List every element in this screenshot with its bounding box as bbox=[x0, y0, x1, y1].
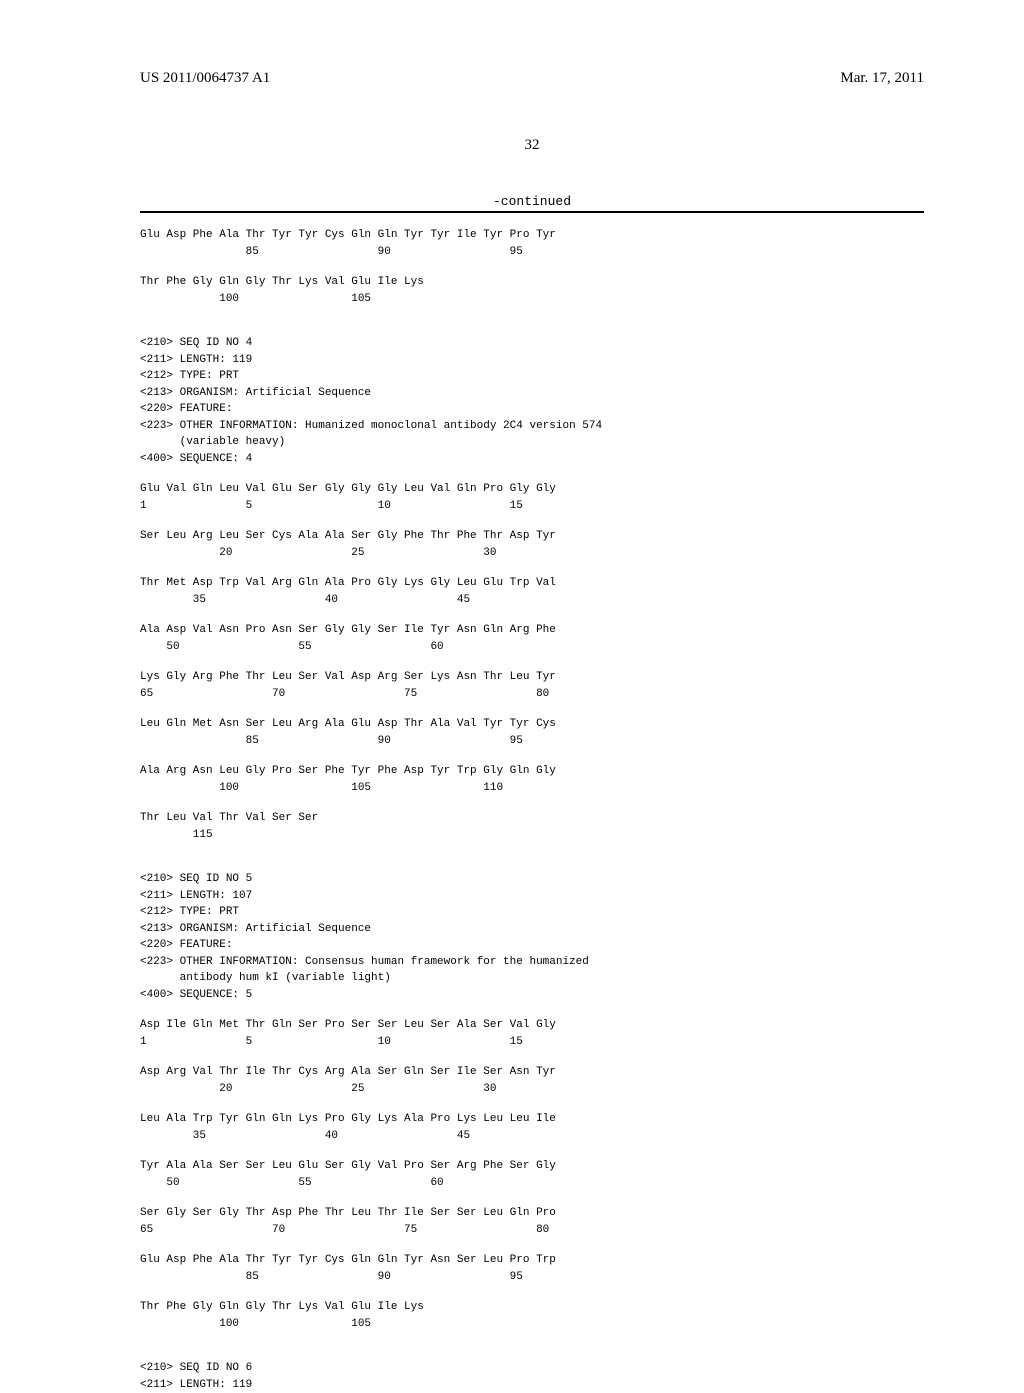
sequence-meta-block: <210> SEQ ID NO 5<211> LENGTH: 107<212> … bbox=[140, 871, 924, 1003]
sequence-meta-line: <213> ORGANISM: Artificial Sequence bbox=[140, 385, 924, 402]
sequence-aa-line: Ala Asp Val Asn Pro Asn Ser Gly Gly Ser … bbox=[140, 622, 924, 639]
sequence-aa-line: Thr Met Asp Trp Val Arg Gln Ala Pro Gly … bbox=[140, 575, 924, 592]
sequence-aa-line: Leu Gln Met Asn Ser Leu Arg Ala Glu Asp … bbox=[140, 716, 924, 733]
page-header: US 2011/0064737 A1 Mar. 17, 2011 bbox=[140, 70, 924, 87]
sequence-position-line: 85 90 95 bbox=[140, 244, 924, 261]
sequence-meta-line: <212> TYPE: PRT bbox=[140, 904, 924, 921]
sequence-meta-line: <211> LENGTH: 119 bbox=[140, 352, 924, 369]
sequence-position-line: 100 105 bbox=[140, 291, 924, 308]
sequence-aa-line: Thr Phe Gly Gln Gly Thr Lys Val Glu Ile … bbox=[140, 1299, 924, 1316]
sequence-aa-line: Ser Leu Arg Leu Ser Cys Ala Ala Ser Gly … bbox=[140, 528, 924, 545]
sequence-listing: Glu Asp Phe Ala Thr Tyr Tyr Cys Gln Gln … bbox=[140, 227, 924, 1393]
sequence-position-line: 20 25 30 bbox=[140, 545, 924, 562]
sequence-meta-line: <210> SEQ ID NO 4 bbox=[140, 335, 924, 352]
sequence-aa-line: Asp Arg Val Thr Ile Thr Cys Arg Ala Ser … bbox=[140, 1064, 924, 1081]
publication-number: US 2011/0064737 A1 bbox=[140, 70, 270, 87]
sequence-position-line: 115 bbox=[140, 827, 924, 844]
sequence-position-line: 65 70 75 80 bbox=[140, 686, 924, 703]
sequence-aa-line: Glu Val Gln Leu Val Glu Ser Gly Gly Gly … bbox=[140, 481, 924, 498]
sequence-position-line: 1 5 10 15 bbox=[140, 498, 924, 515]
publication-date: Mar. 17, 2011 bbox=[840, 70, 924, 87]
sequence-aa-line: Ser Gly Ser Gly Thr Asp Phe Thr Leu Thr … bbox=[140, 1205, 924, 1222]
sequence-aa-line: Glu Asp Phe Ala Thr Tyr Tyr Cys Gln Gln … bbox=[140, 1252, 924, 1269]
continued-label: -continued bbox=[140, 194, 924, 209]
sequence-aa-line: Ala Arg Asn Leu Gly Pro Ser Phe Tyr Phe … bbox=[140, 763, 924, 780]
sequence-meta-line: <211> LENGTH: 107 bbox=[140, 888, 924, 905]
sequence-meta-block: <210> SEQ ID NO 6<211> LENGTH: 119 bbox=[140, 1360, 924, 1393]
horizontal-rule bbox=[140, 211, 924, 213]
sequence-aa-line: Leu Ala Trp Tyr Gln Gln Lys Pro Gly Lys … bbox=[140, 1111, 924, 1128]
sequence-aa-line: Thr Phe Gly Gln Gly Thr Lys Val Glu Ile … bbox=[140, 274, 924, 291]
sequence-position-line: 35 40 45 bbox=[140, 1128, 924, 1145]
sequence-position-line: 35 40 45 bbox=[140, 592, 924, 609]
sequence-meta-line: <400> SEQUENCE: 5 bbox=[140, 987, 924, 1004]
sequence-meta-line: <212> TYPE: PRT bbox=[140, 368, 924, 385]
sequence-aa-line: Tyr Ala Ala Ser Ser Leu Glu Ser Gly Val … bbox=[140, 1158, 924, 1175]
sequence-aa-line: Thr Leu Val Thr Val Ser Ser bbox=[140, 810, 924, 827]
sequence-meta-line: <223> OTHER INFORMATION: Consensus human… bbox=[140, 954, 924, 971]
sequence-aa-line: Asp Ile Gln Met Thr Gln Ser Pro Ser Ser … bbox=[140, 1017, 924, 1034]
sequence-position-line: 85 90 95 bbox=[140, 1269, 924, 1286]
sequence-aa-line: Lys Gly Arg Phe Thr Leu Ser Val Asp Arg … bbox=[140, 669, 924, 686]
sequence-position-line: 50 55 60 bbox=[140, 639, 924, 656]
patent-page: US 2011/0064737 A1 Mar. 17, 2011 32 -con… bbox=[0, 0, 1024, 1320]
sequence-position-line: 50 55 60 bbox=[140, 1175, 924, 1192]
sequence-meta-line: <211> LENGTH: 119 bbox=[140, 1377, 924, 1393]
sequence-meta-line: <400> SEQUENCE: 4 bbox=[140, 451, 924, 468]
sequence-meta-line: <220> FEATURE: bbox=[140, 401, 924, 418]
sequence-meta-line: antibody hum kI (variable light) bbox=[140, 970, 924, 987]
sequence-position-line: 65 70 75 80 bbox=[140, 1222, 924, 1239]
sequence-meta-line: <223> OTHER INFORMATION: Humanized monoc… bbox=[140, 418, 924, 435]
sequence-position-line: 85 90 95 bbox=[140, 733, 924, 750]
sequence-position-line: 100 105 110 bbox=[140, 780, 924, 797]
sequence-meta-line: <213> ORGANISM: Artificial Sequence bbox=[140, 921, 924, 938]
sequence-meta-line: <210> SEQ ID NO 5 bbox=[140, 871, 924, 888]
sequence-meta-line: (variable heavy) bbox=[140, 434, 924, 451]
page-number: 32 bbox=[140, 137, 924, 154]
sequence-position-line: 100 105 bbox=[140, 1316, 924, 1333]
sequence-position-line: 1 5 10 15 bbox=[140, 1034, 924, 1051]
sequence-position-line: 20 25 30 bbox=[140, 1081, 924, 1098]
sequence-meta-block: <210> SEQ ID NO 4<211> LENGTH: 119<212> … bbox=[140, 335, 924, 467]
sequence-meta-line: <210> SEQ ID NO 6 bbox=[140, 1360, 924, 1377]
sequence-aa-line: Glu Asp Phe Ala Thr Tyr Tyr Cys Gln Gln … bbox=[140, 227, 924, 244]
sequence-meta-line: <220> FEATURE: bbox=[140, 937, 924, 954]
